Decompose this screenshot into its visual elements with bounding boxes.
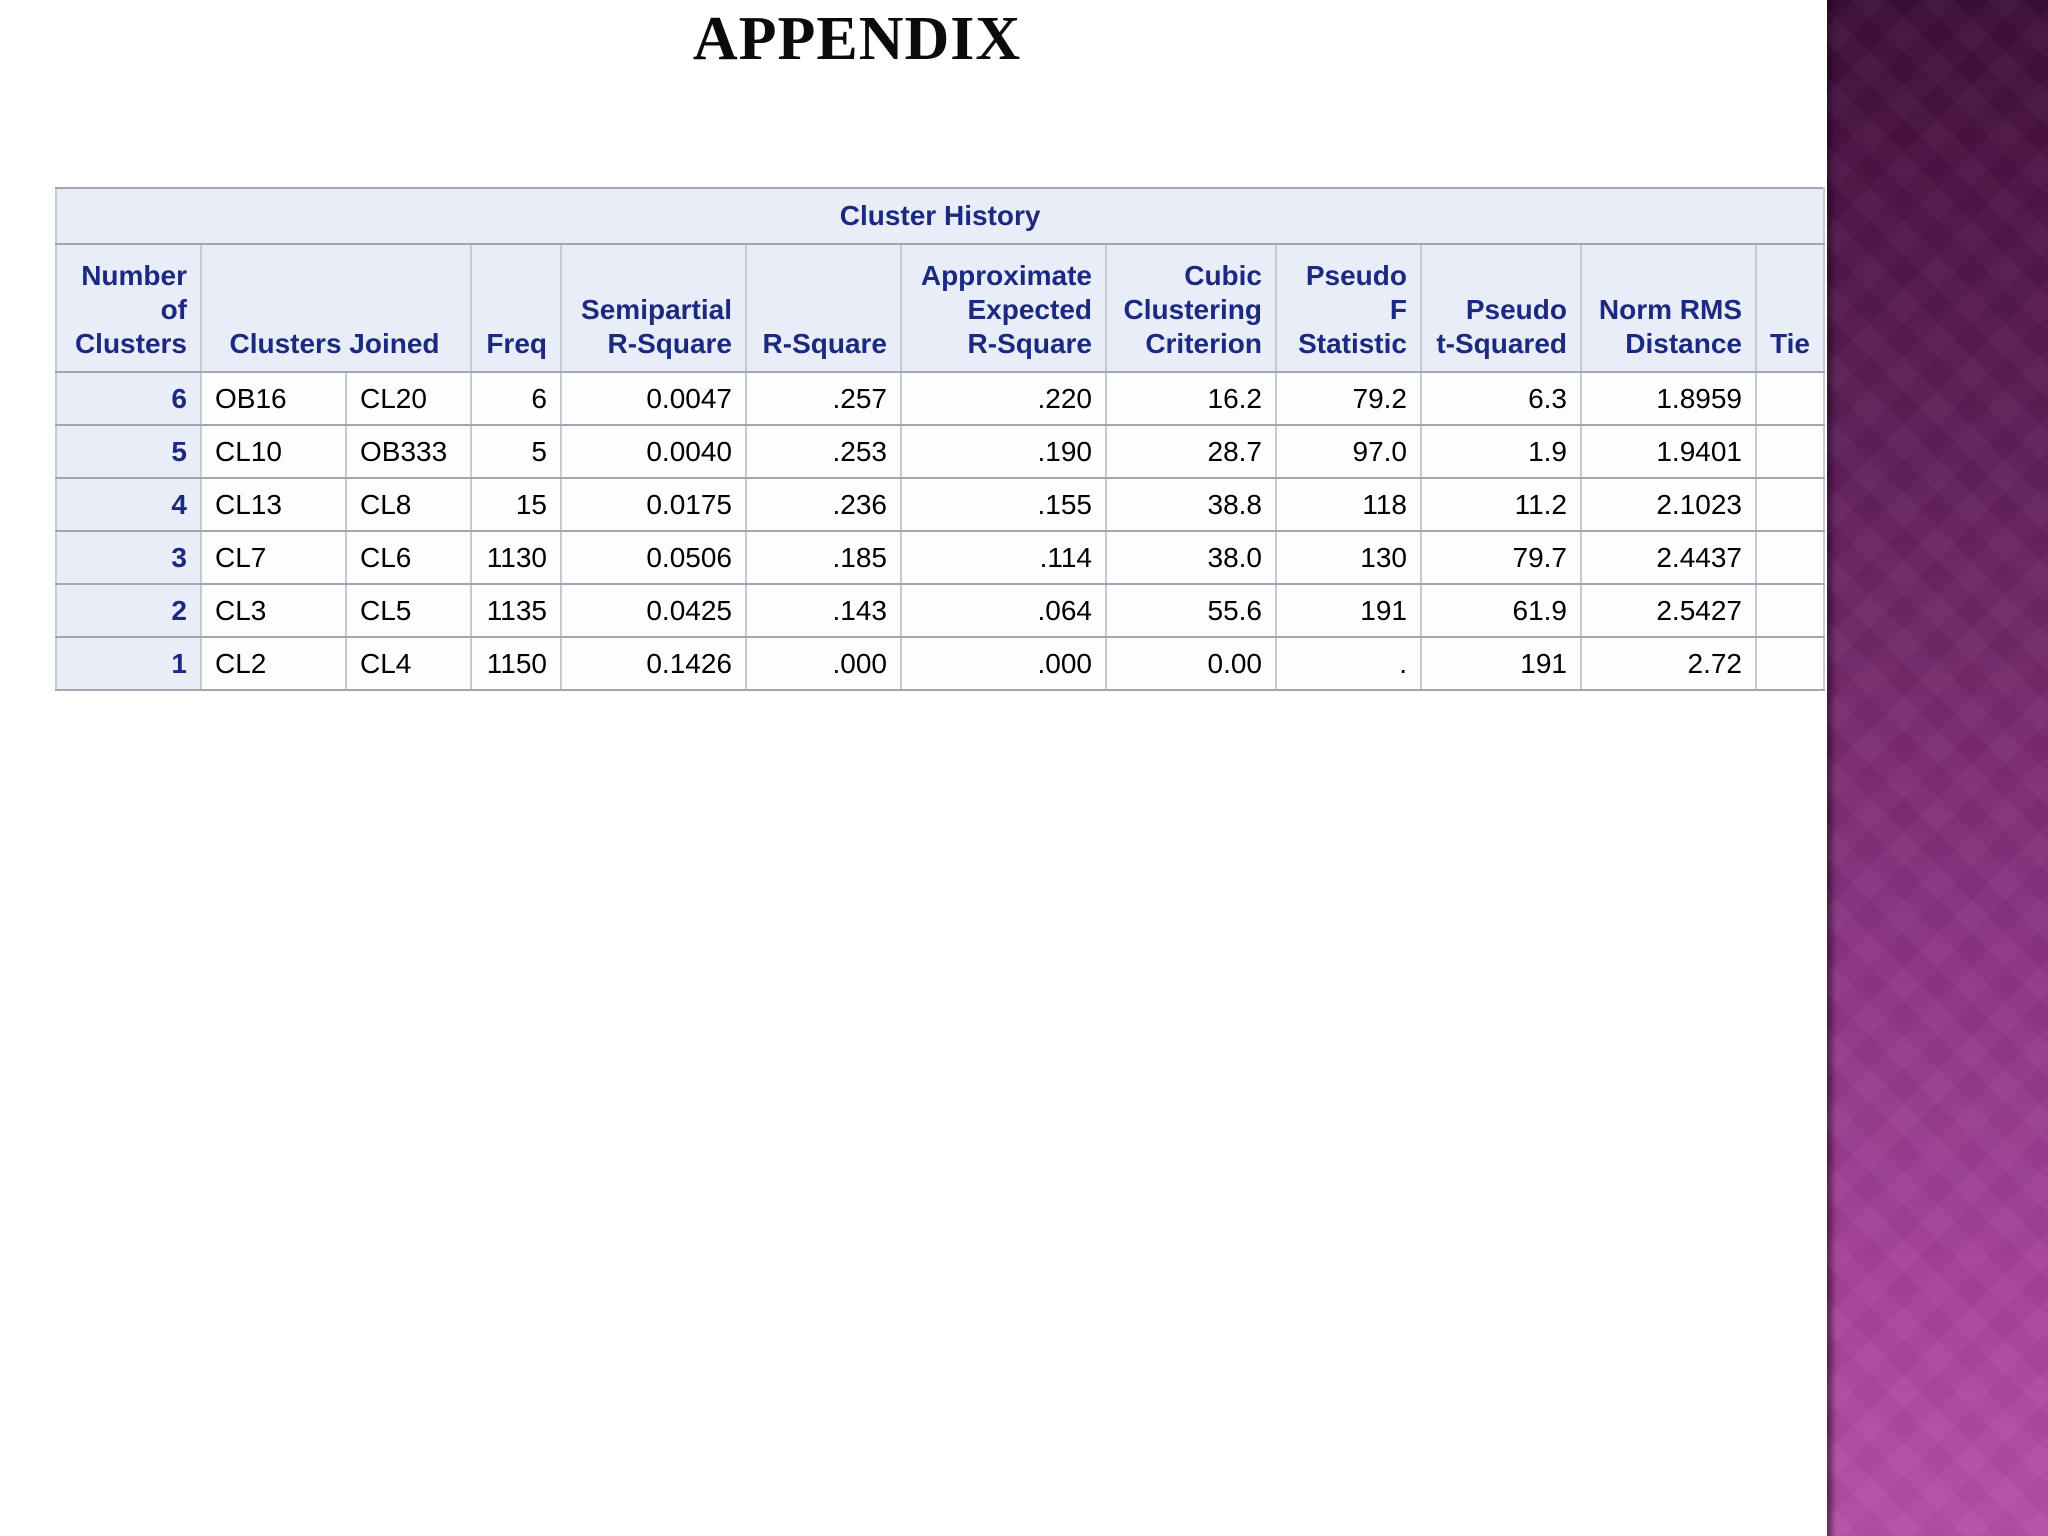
cell-approx-expected-r-square: .155 <box>900 477 1107 532</box>
col-header-tie: Tie <box>1754 243 1826 373</box>
col-header-norm-rms-distance: Norm RMS Distance <box>1580 243 1757 373</box>
cluster-history-grid: Cluster History Number of Clusters Clust… <box>54 187 1826 691</box>
col-header-cubic-clustering-criterion: Cubic Clustering Criterion <box>1105 243 1277 373</box>
cell-cluster-joined-1: CL2 <box>200 636 347 691</box>
cell-cubic-clustering-criterion: 28.7 <box>1105 424 1277 479</box>
cell-pseudo-t-squared: 6.3 <box>1420 371 1582 426</box>
cell-cluster-joined-1: OB16 <box>200 371 347 426</box>
cell-pseudo-t-squared: 191 <box>1420 636 1582 691</box>
cell-freq: 5 <box>470 424 562 479</box>
cell-r-square: .236 <box>745 477 902 532</box>
cell-pseudo-f-statistic: 97.0 <box>1275 424 1422 479</box>
cell-semipartial-r-square: 0.0506 <box>560 530 747 585</box>
col-header-freq: Freq <box>470 243 562 373</box>
cell-approx-expected-r-square: .000 <box>900 636 1107 691</box>
cell-pseudo-t-squared: 11.2 <box>1420 477 1582 532</box>
cell-norm-rms-distance: 2.5427 <box>1580 583 1757 638</box>
cell-number-of-clusters: 1 <box>55 636 202 691</box>
cell-cluster-joined-2: OB333 <box>345 424 472 479</box>
cell-tie <box>1754 530 1826 585</box>
cell-r-square: .000 <box>745 636 902 691</box>
table-title: Cluster History <box>54 187 1826 245</box>
table-row: 5 CL10 OB333 5 0.0040 .253 .190 28.7 97.… <box>55 424 1826 479</box>
cell-freq: 1135 <box>470 583 562 638</box>
col-header-number-of-clusters: Number of Clusters <box>55 243 202 373</box>
cell-freq: 1130 <box>470 530 562 585</box>
cell-cluster-joined-1: CL7 <box>200 530 347 585</box>
cell-pseudo-f-statistic: 130 <box>1275 530 1422 585</box>
table-header-row: Number of Clusters Clusters Joined Freq … <box>55 243 1826 373</box>
cell-cubic-clustering-criterion: 16.2 <box>1105 371 1277 426</box>
table-row: 2 CL3 CL5 1135 0.0425 .143 .064 55.6 191… <box>55 583 1826 638</box>
table-row: 6 OB16 CL20 6 0.0047 .257 .220 16.2 79.2… <box>55 371 1826 426</box>
cell-tie <box>1754 477 1826 532</box>
cell-number-of-clusters: 3 <box>55 530 202 585</box>
cell-cluster-joined-2: CL5 <box>345 583 472 638</box>
cell-approx-expected-r-square: .064 <box>900 583 1107 638</box>
col-header-pseudo-t-squared: Pseudo t-Squared <box>1420 243 1582 373</box>
cell-pseudo-t-squared: 1.9 <box>1420 424 1582 479</box>
cell-cluster-joined-2: CL4 <box>345 636 472 691</box>
cell-semipartial-r-square: 0.0425 <box>560 583 747 638</box>
cell-cluster-joined-2: CL20 <box>345 371 472 426</box>
decorative-gradient-sidebar <box>1827 0 2048 1536</box>
cell-approx-expected-r-square: .220 <box>900 371 1107 426</box>
col-header-approx-expected-r-square: Approximate Expected R-Square <box>900 243 1107 373</box>
cell-freq: 1150 <box>470 636 562 691</box>
cell-semipartial-r-square: 0.0040 <box>560 424 747 479</box>
cell-pseudo-f-statistic: 118 <box>1275 477 1422 532</box>
cluster-history-table: Cluster History Number of Clusters Clust… <box>54 187 1826 691</box>
cell-semipartial-r-square: 0.0175 <box>560 477 747 532</box>
cell-norm-rms-distance: 2.1023 <box>1580 477 1757 532</box>
cell-r-square: .185 <box>745 530 902 585</box>
cell-cluster-joined-2: CL8 <box>345 477 472 532</box>
cell-cluster-joined-1: CL3 <box>200 583 347 638</box>
cell-r-square: .257 <box>745 371 902 426</box>
cell-tie <box>1754 371 1826 426</box>
cell-pseudo-f-statistic: 79.2 <box>1275 371 1422 426</box>
cell-approx-expected-r-square: .190 <box>900 424 1107 479</box>
cell-semipartial-r-square: 0.1426 <box>560 636 747 691</box>
cell-pseudo-f-statistic: . <box>1275 636 1422 691</box>
cell-pseudo-f-statistic: 191 <box>1275 583 1422 638</box>
cell-r-square: .143 <box>745 583 902 638</box>
cell-pseudo-t-squared: 79.7 <box>1420 530 1582 585</box>
cell-cluster-joined-1: CL10 <box>200 424 347 479</box>
cell-tie <box>1754 424 1826 479</box>
cell-number-of-clusters: 5 <box>55 424 202 479</box>
cell-cluster-joined-1: CL13 <box>200 477 347 532</box>
cell-cluster-joined-2: CL6 <box>345 530 472 585</box>
cell-number-of-clusters: 2 <box>55 583 202 638</box>
table-row: 3 CL7 CL6 1130 0.0506 .185 .114 38.0 130… <box>55 530 1826 585</box>
cell-tie <box>1754 636 1826 691</box>
cell-norm-rms-distance: 1.8959 <box>1580 371 1757 426</box>
cell-cubic-clustering-criterion: 55.6 <box>1105 583 1277 638</box>
col-header-r-square: R-Square <box>745 243 902 373</box>
cell-number-of-clusters: 6 <box>55 371 202 426</box>
cell-cubic-clustering-criterion: 38.8 <box>1105 477 1277 532</box>
cell-r-square: .253 <box>745 424 902 479</box>
table-row: 4 CL13 CL8 15 0.0175 .236 .155 38.8 118 … <box>55 477 1826 532</box>
cell-tie <box>1754 583 1826 638</box>
table-row: 1 CL2 CL4 1150 0.1426 .000 .000 0.00 . 1… <box>55 636 1826 691</box>
cell-freq: 6 <box>470 371 562 426</box>
cell-norm-rms-distance: 2.4437 <box>1580 530 1757 585</box>
cell-freq: 15 <box>470 477 562 532</box>
col-header-pseudo-f-statistic: Pseudo F Statistic <box>1275 243 1422 373</box>
cell-cubic-clustering-criterion: 38.0 <box>1105 530 1277 585</box>
col-header-clusters-joined: Clusters Joined <box>200 243 472 373</box>
cell-norm-rms-distance: 2.72 <box>1580 636 1757 691</box>
cell-approx-expected-r-square: .114 <box>900 530 1107 585</box>
cell-norm-rms-distance: 1.9401 <box>1580 424 1757 479</box>
cell-cubic-clustering-criterion: 0.00 <box>1105 636 1277 691</box>
table-title-row: Cluster History <box>54 187 1826 245</box>
cell-semipartial-r-square: 0.0047 <box>560 371 747 426</box>
cell-number-of-clusters: 4 <box>55 477 202 532</box>
col-header-semipartial-r-square: Semipartial R-Square <box>560 243 747 373</box>
page-title: APPENDIX <box>692 5 1022 73</box>
cell-pseudo-t-squared: 61.9 <box>1420 583 1582 638</box>
